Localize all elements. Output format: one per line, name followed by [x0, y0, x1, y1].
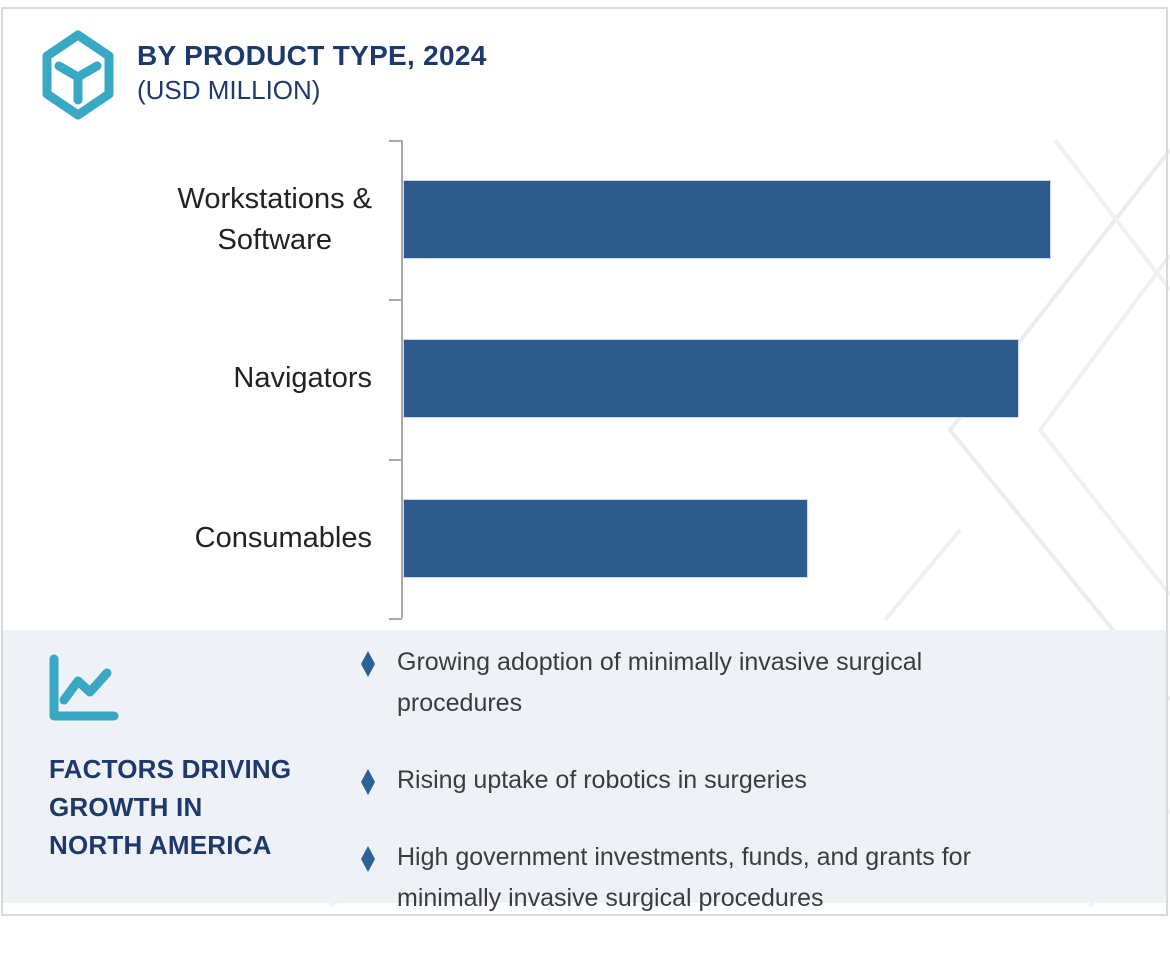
- diamond-bullet-icon: [361, 846, 375, 872]
- bar: [403, 339, 1019, 418]
- axis-tick: [389, 618, 402, 620]
- line-chart-icon: [49, 654, 119, 721]
- bar: [403, 180, 1051, 259]
- plot-area: Workstations & Software Navigators Consuma…: [177, 140, 1051, 620]
- category-axis-line: [401, 140, 403, 618]
- bullet-text: Rising uptake of robotics in surgeries: [397, 766, 807, 794]
- chart-title: BY PRODUCT TYPE, 2024: [137, 40, 487, 71]
- axis-tick: [389, 459, 402, 461]
- factors-title-line: NORTH AMERICA: [49, 830, 272, 860]
- factors-title: FACTORS DRIVING GROWTH IN NORTH AMERICA: [49, 750, 291, 864]
- bullet-item: High government investments, funds, and …: [361, 837, 1041, 919]
- hexagon-y-logo-icon: [42, 30, 114, 120]
- bar: [403, 499, 808, 578]
- bullet-text: High government investments, funds, and …: [397, 843, 971, 912]
- category-label: Workstations & Software: [177, 183, 372, 256]
- bullet-text: Growing adoption of minimally invasive s…: [397, 648, 923, 717]
- chart-subtitle: (USD MILLION): [137, 75, 321, 106]
- diamond-bullet-icon: [361, 769, 375, 795]
- axis-tick: [389, 140, 402, 142]
- bullet-item: Growing adoption of minimally invasive s…: [361, 642, 1041, 724]
- factors-title-line: FACTORS DRIVING: [49, 754, 292, 784]
- axis-tick: [389, 299, 402, 301]
- factors-panel: FACTORS DRIVING GROWTH IN NORTH AMERICA …: [3, 630, 1166, 912]
- factors-title-line: GROWTH IN: [49, 792, 203, 822]
- category-label: Navigators: [233, 362, 372, 395]
- bullet-item: Rising uptake of robotics in surgeries: [361, 760, 1041, 801]
- chart-header: BY PRODUCT TYPE, 2024 (USD MILLION): [137, 40, 487, 107]
- diamond-bullet-icon: [361, 651, 375, 677]
- factors-bullet-list: Growing adoption of minimally invasive s…: [361, 642, 1041, 955]
- infographic-slide: { "header": { "title": "BY PRODUCT TYPE,…: [1, 7, 1170, 916]
- category-label: Consumables: [194, 522, 372, 555]
